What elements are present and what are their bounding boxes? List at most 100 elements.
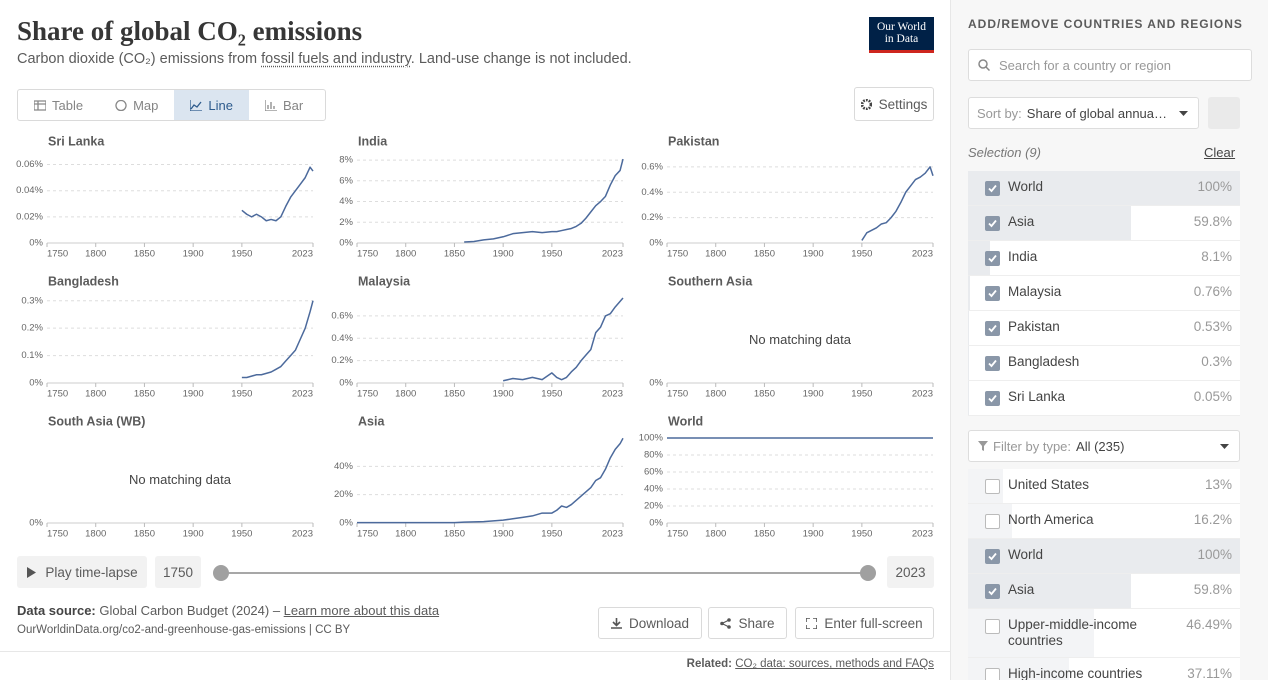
tab-label: Map (133, 97, 159, 113)
x-tick-label: 1800 (705, 529, 726, 540)
button-label: Download (628, 615, 690, 631)
x-tick-label: 1850 (134, 389, 155, 400)
checkbox[interactable] (985, 356, 1000, 371)
tab[interactable]: Table (18, 90, 99, 120)
url: OurWorldinData.org/co2-and-greenhouse-ga… (17, 624, 351, 636)
checkbox[interactable] (985, 668, 1000, 680)
sort-order-button[interactable] (1208, 97, 1240, 129)
logo-line: Our World (876, 21, 926, 33)
tab[interactable]: Line (174, 90, 249, 120)
tab[interactable]: Bar (249, 90, 319, 120)
x-tick-label: 1900 (493, 389, 514, 400)
filter-dropdown[interactable]: Filter by type: All (235) (968, 430, 1240, 462)
x-tick-label: 1850 (444, 389, 465, 400)
button-label: Play time-lapse (45, 564, 138, 580)
y-tick-label: 0.4% (331, 333, 353, 344)
entity-row[interactable]: Upper-middle-income countries 46.49% (968, 609, 1240, 658)
x-tick-label: 2023 (292, 529, 313, 540)
icon-shape (190, 99, 203, 111)
checkbox[interactable] (985, 514, 1000, 529)
x-tick-label: 1950 (541, 529, 562, 540)
entity-value: 100% (1197, 179, 1232, 194)
y-tick-label: 0.06% (16, 159, 43, 170)
subtitle-link[interactable]: fossil fuels and industry (261, 51, 411, 67)
entity-row[interactable]: Pakistan 0.53% (968, 311, 1240, 346)
check-icon (988, 324, 997, 333)
x-tick-label: 1900 (183, 529, 204, 540)
series-line (861, 166, 934, 241)
sort-dropdown[interactable]: Sort by: Share of global annua… (968, 97, 1199, 129)
title: Share of global CO₂ emissions (17, 16, 363, 46)
checkbox[interactable] (985, 321, 1000, 336)
checkbox[interactable] (985, 479, 1000, 494)
panel-title: Bangladesh (48, 274, 119, 288)
x-tick-label: 1950 (231, 529, 252, 540)
checkbox[interactable] (985, 181, 1000, 196)
icon (806, 617, 818, 629)
entity-row[interactable]: Bangladesh 0.3% (968, 346, 1240, 381)
x-tick-label: 1950 (851, 249, 872, 260)
checkbox[interactable] (985, 619, 1000, 634)
related-label: Related: (686, 658, 733, 670)
checkbox[interactable] (985, 251, 1000, 266)
clear-button[interactable]: Clear (1204, 145, 1236, 160)
series-line (357, 437, 624, 524)
fullscreen-button[interactable]: Enter full-screen (795, 607, 934, 639)
entity-name: United States (1008, 477, 1090, 492)
entity-row[interactable]: India 8.1% (968, 241, 1240, 276)
play-button[interactable]: Play time-lapse (17, 556, 147, 588)
x-tick-label: 1750 (667, 249, 688, 260)
download-button[interactable]: Download (598, 607, 702, 639)
entity-row[interactable]: Sri Lanka 0.05% (968, 381, 1240, 416)
value-bar (968, 171, 1240, 205)
entity-row[interactable]: Malaysia 0.76% (968, 276, 1240, 311)
icon-shape (115, 99, 127, 111)
tab-bar: Table Map Line Bar (17, 89, 326, 121)
x-tick-label: 1750 (47, 529, 68, 540)
x-tick-label: 1850 (754, 389, 775, 400)
entity-name: Bangladesh (1008, 354, 1080, 369)
entity-row[interactable]: North America 16.2% (968, 504, 1240, 539)
tab[interactable]: Map (99, 90, 174, 120)
search-box[interactable]: Search for a country or region (968, 49, 1252, 81)
share-button[interactable]: Share (708, 607, 787, 639)
x-tick-label: 2023 (912, 529, 933, 540)
panel-title: South Asia (WB) (48, 414, 145, 428)
check-icon (988, 219, 997, 228)
check-shape (988, 324, 997, 333)
settings-button[interactable]: Settings (854, 87, 934, 121)
entity-value: 8.1% (1201, 249, 1232, 264)
timeline-slider[interactable] (210, 560, 880, 586)
check-shape (988, 219, 997, 228)
y-tick-label: 6% (339, 175, 353, 186)
icon (610, 617, 622, 629)
entity-row[interactable]: World 100% (968, 171, 1240, 206)
x-tick-label: 1900 (803, 389, 824, 400)
checkbox[interactable] (985, 391, 1000, 406)
related-link[interactable]: CO₂ data: sources, methods and FAQs (735, 658, 934, 670)
y-tick-label: 20% (644, 501, 664, 512)
x-tick-label: 1800 (85, 389, 106, 400)
entity-row[interactable]: Asia 59.8% (968, 574, 1240, 609)
learn-more-link[interactable]: Learn more about this data (283, 603, 440, 618)
series-line (241, 300, 314, 379)
logo[interactable]: Our World in Data (869, 17, 934, 53)
entity-row[interactable]: World 100% (968, 539, 1240, 574)
entity-row[interactable]: Asia 59.8% (968, 206, 1240, 241)
checkbox[interactable] (985, 216, 1000, 231)
entity-value: 0.05% (1193, 389, 1232, 404)
checkbox[interactable] (985, 286, 1000, 301)
y-tick-label: 4% (339, 196, 353, 207)
y-tick-label: 40% (644, 484, 664, 495)
entity-row[interactable]: United States 13% (968, 469, 1240, 504)
entity-value: 46.49% (1186, 617, 1232, 632)
y-tick-label: 0% (649, 238, 663, 249)
icon (720, 617, 732, 629)
entity-row[interactable]: High-income countries 37.11% (968, 658, 1240, 680)
icon (27, 566, 37, 578)
checkbox[interactable] (985, 549, 1000, 564)
checkbox[interactable] (985, 584, 1000, 599)
x-tick-label: 1950 (851, 389, 872, 400)
value-bar (968, 276, 971, 310)
